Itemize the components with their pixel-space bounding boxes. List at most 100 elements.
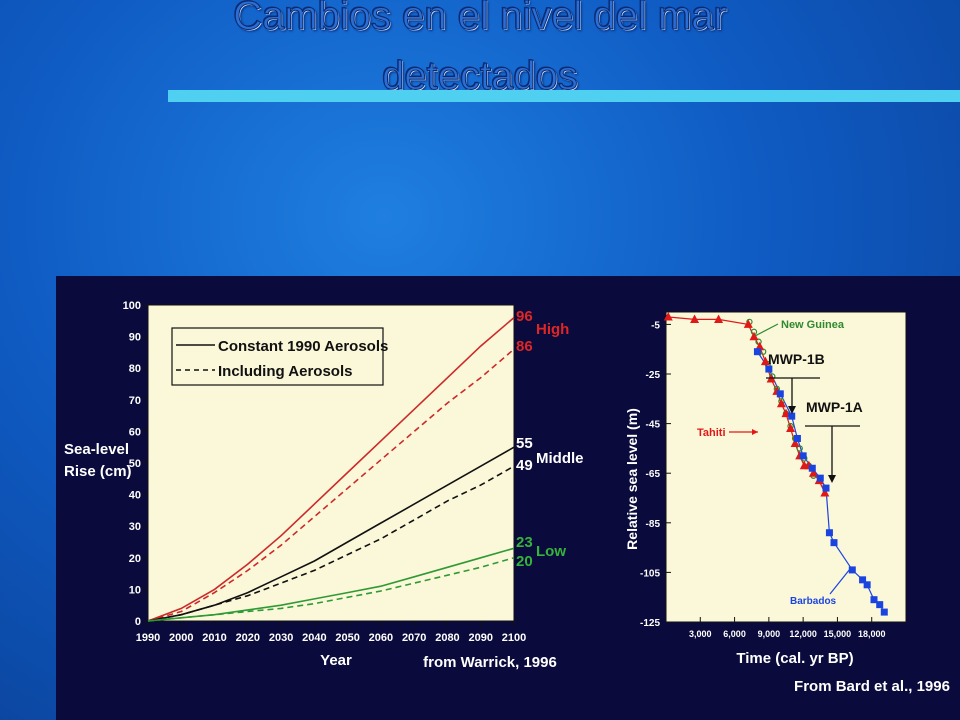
tahiti-point xyxy=(760,356,770,366)
y-tick-label: 20 xyxy=(129,553,141,565)
barbados-point xyxy=(822,484,830,492)
barbados-point xyxy=(880,608,888,616)
y-tick-label: 60 xyxy=(129,426,141,438)
end-value-label: 55 xyxy=(516,435,533,452)
y-tick-label: 50 xyxy=(129,458,141,470)
x-tick-label: 2050 xyxy=(335,632,359,644)
annotation-mwp1b: MWP-1B xyxy=(768,351,825,367)
y-tick-label: -65 xyxy=(646,469,661,480)
tahiti-point xyxy=(749,331,759,341)
barbados-point xyxy=(753,348,761,356)
projection-legend: Constant 1990 Aerosols Including Aerosol… xyxy=(171,327,388,386)
scenario-label-middle: Middle xyxy=(536,450,584,467)
barbados-point xyxy=(765,365,773,373)
rsl-source: From Bard et al., 1996 xyxy=(794,678,950,695)
barbados-point xyxy=(825,529,833,537)
x-tick-label: 1990 xyxy=(136,632,160,644)
rsl-plot-area xyxy=(665,311,907,623)
y-tick-label: 80 xyxy=(129,363,141,375)
high-solid-line xyxy=(147,316,515,622)
tahiti-point xyxy=(755,341,765,351)
x-tick-label: 2060 xyxy=(369,632,393,644)
y-tick-label: 40 xyxy=(129,490,141,502)
tahiti-point xyxy=(690,314,700,323)
tahiti-point xyxy=(790,438,800,447)
annotation-mwp1a: MWP-1A xyxy=(806,399,863,415)
tahiti-point xyxy=(663,311,673,321)
annotation-barbados: Barbados xyxy=(790,596,837,607)
annotation-new-guinea: New Guinea xyxy=(781,319,845,331)
y-tick-label: 70 xyxy=(129,395,141,407)
end-value-label: 20 xyxy=(516,553,533,570)
projection-xlabel: Year xyxy=(320,652,352,669)
x-tick-label: 6,000 xyxy=(723,629,746,639)
y-tick-label: -105 xyxy=(640,568,660,579)
projection-ylabel-line2: Rise (cm) xyxy=(64,463,132,480)
x-tick-label: 2000 xyxy=(169,632,193,644)
projection-plot-area xyxy=(147,304,515,622)
tahiti-point xyxy=(786,423,796,433)
barbados-point xyxy=(776,390,784,398)
x-tick-label: 3,000 xyxy=(689,629,712,639)
middle-dashed-line xyxy=(147,465,515,622)
barbados-point xyxy=(859,576,867,584)
y-tick-label: -25 xyxy=(646,370,661,381)
x-tick-label: 2030 xyxy=(269,632,293,644)
end-value-label: 49 xyxy=(516,457,533,474)
x-tick-label: 2040 xyxy=(302,632,326,644)
barbados-point xyxy=(863,581,871,589)
scenario-label-low: Low xyxy=(536,543,566,560)
barbados-point xyxy=(799,452,807,460)
low-dashed-line xyxy=(147,557,515,622)
x-tick-label: 2080 xyxy=(435,632,459,644)
y-tick-label: 30 xyxy=(129,521,141,533)
y-tick-label: -5 xyxy=(651,320,660,331)
end-value-label: 23 xyxy=(516,534,533,551)
tahiti-point xyxy=(820,488,830,497)
barbados-point xyxy=(830,539,838,547)
x-tick-label: 2020 xyxy=(236,632,260,644)
tahiti-point xyxy=(743,319,753,328)
barbados-point xyxy=(816,474,824,482)
legend-dashed-label: Including Aerosols xyxy=(218,363,352,380)
barbados-point xyxy=(848,566,856,574)
x-tick-label: 12,000 xyxy=(789,629,817,639)
end-value-label: 86 xyxy=(516,338,533,355)
x-tick-label: 18,000 xyxy=(858,629,886,639)
high-dashed-line xyxy=(147,348,515,622)
x-tick-label: 15,000 xyxy=(824,629,852,639)
y-tick-label: -125 xyxy=(640,618,660,629)
barbados-point xyxy=(876,601,884,609)
x-tick-label: 2070 xyxy=(402,632,426,644)
projection-source: from Warrick, 1996 xyxy=(423,654,557,671)
scenario-label-high: High xyxy=(536,321,569,338)
slide-title: Cambios en el nivel del mar detectados xyxy=(150,0,810,106)
barbados-point xyxy=(788,412,796,420)
y-tick-label: -85 xyxy=(646,519,661,530)
slide-title-line1: Cambios en el nivel del mar xyxy=(233,0,728,39)
tahiti-point xyxy=(714,314,724,323)
y-tick-label: 100 xyxy=(123,300,141,312)
x-tick-label: 2090 xyxy=(468,632,492,644)
relative-sea-level-chart: -5 -25 -45 -65 -85 -105 -125 3,000 6,000 9,000 12,… xyxy=(624,311,950,695)
x-tick-label: 9,000 xyxy=(758,629,781,639)
tahiti-point xyxy=(808,468,818,477)
rsl-ylabel: Relative sea level (m) xyxy=(624,408,640,550)
rsl-xlabel: Time (cal. yr BP) xyxy=(736,650,853,667)
barbados-point xyxy=(870,596,878,604)
tahiti-point xyxy=(776,398,786,408)
x-tick-label: 2100 xyxy=(502,632,526,644)
y-tick-label: 0 xyxy=(135,616,141,628)
annotation-tahiti: Tahiti xyxy=(697,427,726,439)
x-tick-label: 2010 xyxy=(202,632,226,644)
y-tick-label: -45 xyxy=(646,420,661,431)
projection-ylabel-line1: Sea-level xyxy=(64,441,129,458)
end-value-label: 96 xyxy=(516,308,533,325)
title-underline xyxy=(168,90,960,102)
y-tick-label: 10 xyxy=(129,584,141,596)
legend-solid-label: Constant 1990 Aerosols xyxy=(218,338,388,355)
y-tick-label: 90 xyxy=(129,332,141,344)
barbados-point xyxy=(808,464,816,472)
